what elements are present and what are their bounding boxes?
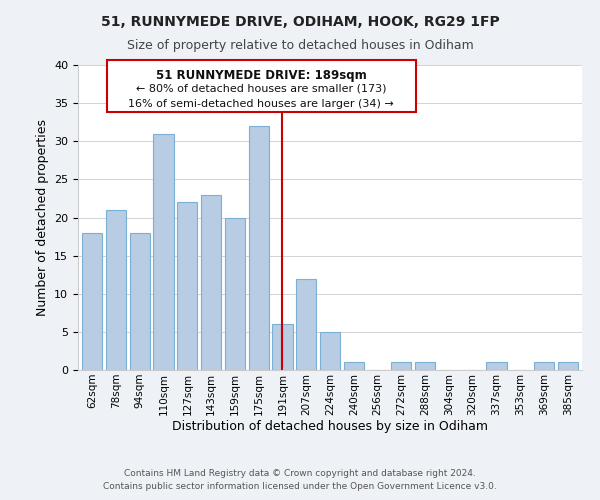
X-axis label: Distribution of detached houses by size in Odiham: Distribution of detached houses by size … [172,420,488,434]
FancyBboxPatch shape [107,60,416,112]
Text: Size of property relative to detached houses in Odiham: Size of property relative to detached ho… [127,39,473,52]
Text: Contains public sector information licensed under the Open Government Licence v3: Contains public sector information licen… [103,482,497,491]
Bar [534,362,554,370]
Text: ← 80% of detached houses are smaller (173): ← 80% of detached houses are smaller (17… [136,84,386,94]
Bar [82,233,103,370]
Bar [272,324,293,370]
Bar [177,202,197,370]
Text: 51, RUNNYMEDE DRIVE, ODIHAM, HOOK, RG29 1FP: 51, RUNNYMEDE DRIVE, ODIHAM, HOOK, RG29 … [101,15,499,29]
Bar [248,126,269,370]
Bar [344,362,364,370]
Text: 16% of semi-detached houses are larger (34) →: 16% of semi-detached houses are larger (… [128,98,394,108]
Bar [106,210,126,370]
Bar [130,233,150,370]
Text: Contains HM Land Registry data © Crown copyright and database right 2024.: Contains HM Land Registry data © Crown c… [124,468,476,477]
Bar [296,278,316,370]
Bar [201,194,221,370]
Bar [391,362,412,370]
Y-axis label: Number of detached properties: Number of detached properties [35,119,49,316]
Bar [415,362,435,370]
Bar [320,332,340,370]
Bar [487,362,506,370]
Bar [154,134,173,370]
Bar [225,218,245,370]
Text: 51 RUNNYMEDE DRIVE: 189sqm: 51 RUNNYMEDE DRIVE: 189sqm [155,69,367,82]
Bar [557,362,578,370]
